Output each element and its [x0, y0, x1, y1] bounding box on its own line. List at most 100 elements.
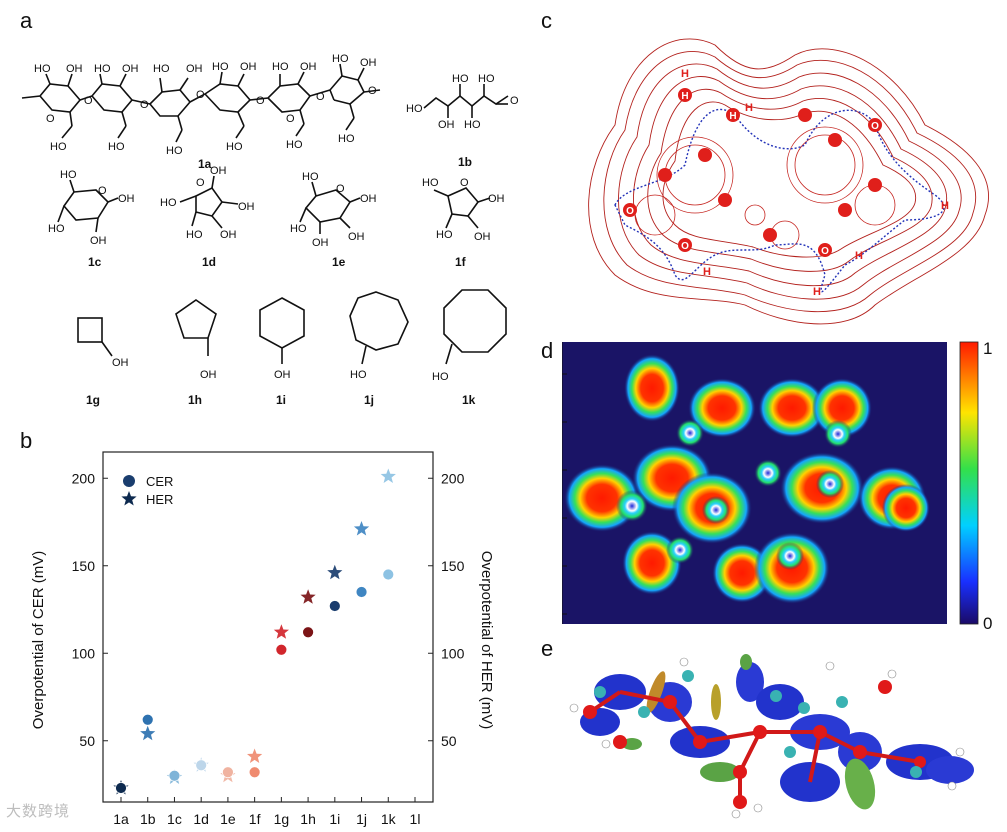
cer-point-1g — [275, 643, 288, 656]
colorbar-max-label: 1 — [983, 339, 992, 358]
legend-her-label: HER — [146, 492, 173, 507]
cer-point-1b — [141, 713, 154, 726]
svg-text:HO: HO — [332, 53, 349, 65]
structure-1d-atoms: HO O OH OH HO OH — [160, 165, 255, 241]
svg-text:OH: OH — [348, 231, 365, 243]
svg-text:OH: OH — [240, 61, 257, 73]
svg-text:OH: OH — [238, 201, 255, 213]
svg-text:O: O — [84, 95, 93, 107]
svg-text:HO: HO — [286, 139, 303, 151]
svg-text:O: O — [46, 113, 55, 125]
svg-text:HO: HO — [406, 103, 423, 115]
svg-text:HO: HO — [436, 229, 453, 241]
data-points — [113, 468, 396, 795]
structure-1j-bonds — [349, 291, 409, 365]
svg-text:HO: HO — [34, 63, 51, 75]
structure-1a-atoms: HO OH HO OH HO OH HO OH HO OH HO OH HO H… — [34, 53, 377, 157]
svg-text:HO: HO — [160, 197, 177, 209]
x-tick-label: 1i — [329, 811, 340, 827]
svg-text:H: H — [681, 91, 688, 102]
y-tick-label: 50 — [79, 733, 95, 749]
svg-text:HO: HO — [464, 119, 481, 131]
heatmap-frame-ticks — [562, 342, 567, 624]
svg-text:O: O — [681, 241, 689, 252]
svg-text:OH: OH — [210, 165, 227, 177]
y2-tick-label: 50 — [441, 733, 457, 749]
svg-text:O: O — [626, 206, 634, 217]
heatmap-blobs — [564, 354, 930, 604]
heatmap-ring-sites — [616, 419, 852, 570]
cer-point-1e — [222, 766, 234, 779]
x-tick-label: 1d — [193, 811, 209, 827]
svg-text:OH: OH — [122, 63, 139, 75]
structure-1b-bonds — [423, 84, 509, 118]
her-point-1k — [380, 468, 396, 483]
plot-frame — [102, 451, 434, 803]
isosurface-blobs — [580, 654, 974, 810]
watermark-text: 大数跨境 — [6, 803, 71, 820]
cer-point-1j — [355, 586, 368, 598]
panel-label-b: b — [20, 428, 33, 453]
y2-tick-label: 200 — [441, 470, 465, 486]
structure-1c-atoms: HO O OH HO OH — [48, 169, 135, 247]
contour-atom-markers: H H O O O O H H H H H H — [623, 68, 949, 298]
label-1e: 1e — [332, 255, 346, 269]
svg-text:HO: HO — [212, 61, 229, 73]
svg-text:HO: HO — [108, 141, 125, 153]
svg-text:HO: HO — [186, 229, 203, 241]
svg-text:H: H — [703, 266, 711, 278]
structure-1i-oh: OH — [274, 369, 291, 381]
svg-text:H: H — [855, 250, 863, 262]
x-tick-label: 1h — [300, 811, 316, 827]
her-point-1i — [327, 564, 343, 580]
structure-1i-bonds — [259, 297, 305, 364]
svg-text:OH: OH — [488, 193, 505, 205]
svg-text:HO: HO — [153, 63, 170, 75]
label-1b: 1b — [458, 155, 472, 169]
label-1c: 1c — [88, 255, 102, 269]
svg-text:OH: OH — [186, 63, 203, 75]
svg-text:H: H — [941, 200, 949, 212]
svg-text:O: O — [336, 183, 345, 195]
structures-panel: HO OH HO OH HO OH HO OH HO OH HO OH HO H… — [21, 53, 519, 407]
svg-text:OH: OH — [220, 229, 237, 241]
svg-text:OH: OH — [312, 237, 329, 249]
svg-text:H: H — [729, 111, 736, 122]
label-1j: 1j — [364, 393, 374, 407]
svg-text:OH: OH — [474, 231, 491, 243]
label-1f: 1f — [455, 255, 467, 269]
svg-text:HO: HO — [338, 133, 355, 145]
panel-label-e: e — [541, 636, 554, 661]
her-point-1j — [353, 521, 370, 536]
x-tick-label: 1k — [381, 811, 397, 827]
x-tick-label: 1e — [220, 811, 236, 827]
contour-map: H H O O O O H H H H H H — [588, 38, 989, 325]
label-1i: 1i — [276, 393, 286, 407]
structure-1f-atoms: HO O OH HO OH — [422, 177, 505, 243]
y-tick-label: 100 — [72, 645, 96, 661]
svg-text:HO: HO — [302, 171, 319, 183]
structure-1f-bonds — [433, 187, 491, 229]
svg-text:HO: HO — [478, 73, 495, 85]
svg-text:OH: OH — [66, 63, 83, 75]
label-1a: 1a — [198, 157, 212, 171]
y-tick-label: 200 — [72, 470, 96, 486]
x-tick-label: 1j — [356, 811, 367, 827]
structure-1e-bonds — [299, 181, 361, 234]
svg-text:HO: HO — [422, 177, 439, 189]
cer-point-1h — [302, 626, 314, 639]
structure-1k-oh: HO — [432, 371, 449, 383]
svg-text:OH: OH — [118, 193, 135, 205]
colorbar-min-label: 0 — [983, 614, 992, 630]
svg-text:O: O — [510, 95, 519, 107]
legend-her-marker — [121, 491, 137, 506]
y2-axis-label: Overpotential of HER (mV) — [478, 551, 495, 729]
cer-point-1d — [195, 759, 208, 772]
svg-text:HO: HO — [60, 169, 77, 181]
svg-text:O: O — [871, 121, 879, 132]
svg-text:OH: OH — [360, 57, 377, 69]
label-1k: 1k — [462, 393, 476, 407]
svg-text:H: H — [813, 286, 821, 298]
colorbar — [959, 341, 979, 625]
x-tick-label: 1g — [274, 811, 290, 827]
